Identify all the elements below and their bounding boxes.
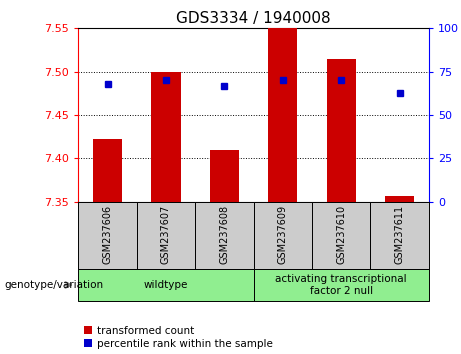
Text: GSM237611: GSM237611 bbox=[395, 205, 405, 264]
Text: activating transcriptional
factor 2 null: activating transcriptional factor 2 null bbox=[275, 274, 407, 296]
Text: wildtype: wildtype bbox=[144, 280, 188, 290]
Legend: transformed count, percentile rank within the sample: transformed count, percentile rank withi… bbox=[83, 326, 273, 349]
Bar bbox=[210, 150, 239, 202]
Text: GSM237610: GSM237610 bbox=[336, 205, 346, 264]
Text: GSM237607: GSM237607 bbox=[161, 205, 171, 264]
Bar bbox=[326, 59, 356, 202]
Title: GDS3334 / 1940008: GDS3334 / 1940008 bbox=[176, 11, 331, 26]
Bar bbox=[137, 202, 195, 269]
Text: GSM237609: GSM237609 bbox=[278, 205, 288, 264]
Bar bbox=[312, 202, 370, 269]
Bar bbox=[385, 196, 414, 202]
Bar bbox=[151, 72, 181, 202]
Bar bbox=[268, 27, 297, 202]
Bar bbox=[195, 202, 254, 269]
Bar bbox=[254, 202, 312, 269]
Bar bbox=[78, 202, 137, 269]
Bar bbox=[370, 202, 429, 269]
Bar bbox=[78, 269, 254, 301]
Bar bbox=[254, 269, 429, 301]
Text: GSM237606: GSM237606 bbox=[102, 205, 112, 264]
Text: GSM237608: GSM237608 bbox=[219, 205, 230, 264]
Bar bbox=[93, 139, 122, 202]
Text: genotype/variation: genotype/variation bbox=[5, 280, 104, 290]
